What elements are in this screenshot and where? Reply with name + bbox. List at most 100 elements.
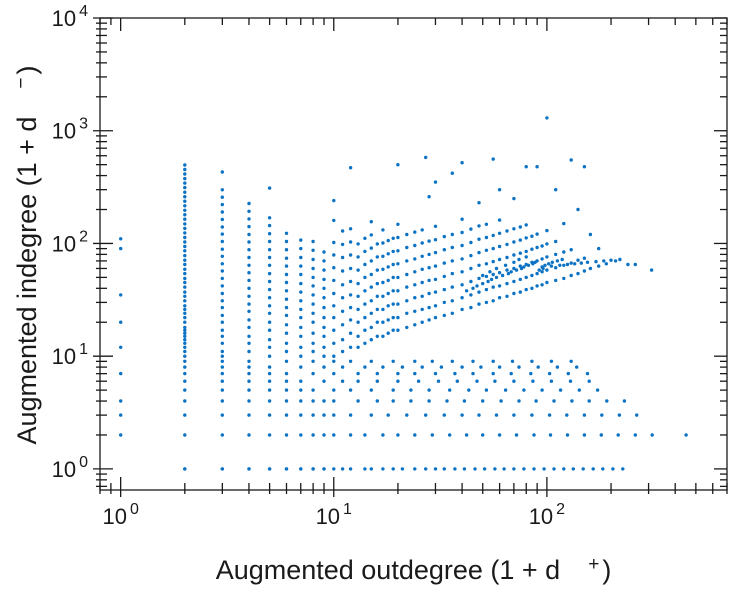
data-point (450, 285, 454, 289)
data-point (555, 259, 560, 263)
data-point (267, 311, 272, 315)
data-point (400, 467, 405, 471)
data-point (442, 467, 446, 471)
data-point (220, 217, 224, 222)
data-point (375, 268, 379, 272)
data-point (524, 165, 528, 169)
data-point (332, 253, 336, 257)
data-point (467, 388, 471, 392)
data-point (484, 262, 489, 266)
data-point (299, 334, 303, 338)
data-point (554, 239, 558, 244)
data-point (322, 268, 326, 272)
data-point (267, 365, 272, 369)
data-point (220, 313, 224, 318)
data-point (322, 296, 326, 300)
data-point (356, 307, 360, 312)
y-tick-label: 10 3 (52, 116, 88, 144)
data-point (247, 371, 251, 376)
data-point (396, 302, 400, 306)
data-point (220, 341, 224, 345)
data-point (477, 413, 481, 417)
data-point (460, 217, 464, 221)
data-point (375, 281, 379, 286)
data-point (442, 287, 446, 292)
data-point (247, 413, 251, 417)
data-point (597, 264, 601, 268)
data-point (183, 331, 187, 335)
data-point (460, 230, 464, 235)
data-point (413, 270, 417, 274)
data-point (509, 270, 513, 274)
data-point (510, 359, 515, 363)
data-point (369, 233, 373, 237)
data-point (332, 240, 336, 245)
data-point (424, 155, 428, 160)
data-point (450, 171, 454, 175)
data-point (529, 371, 533, 376)
data-point (427, 305, 431, 310)
data-point (348, 318, 353, 322)
data-point (488, 270, 492, 274)
data-point (348, 293, 353, 297)
data-point (183, 285, 187, 289)
data-point (363, 341, 367, 345)
data-point (469, 240, 473, 245)
x-tick-label: 10 1 (316, 501, 352, 529)
data-point (450, 271, 454, 276)
data-point (427, 239, 431, 243)
data-point (183, 365, 187, 369)
data-point (299, 255, 303, 260)
data-point (332, 399, 336, 403)
data-point (497, 257, 502, 262)
data-point (475, 379, 479, 383)
data-point (299, 325, 303, 330)
data-point (396, 379, 400, 383)
data-point (450, 299, 454, 303)
data-point (220, 284, 224, 288)
data-point (386, 238, 390, 243)
data-point (569, 261, 573, 265)
data-point (322, 433, 326, 437)
data-point (576, 207, 580, 212)
data-point (595, 388, 600, 392)
data-point (183, 208, 187, 212)
data-point (332, 388, 336, 392)
data-point (369, 311, 373, 315)
data-point (322, 345, 326, 349)
data-point (363, 275, 367, 280)
data-point (284, 313, 289, 318)
data-point (183, 262, 187, 267)
data-point (601, 467, 605, 471)
data-point (450, 311, 454, 315)
data-point (183, 399, 187, 403)
data-point (119, 371, 123, 376)
data-point (322, 399, 326, 403)
data-point (391, 467, 395, 471)
data-point (299, 433, 303, 437)
data-point (247, 201, 251, 206)
data-point (332, 467, 336, 471)
data-point (267, 379, 272, 383)
data-point (284, 371, 289, 376)
data-point (267, 216, 272, 220)
data-point (348, 305, 353, 310)
data-point (322, 413, 326, 417)
data-point (348, 240, 353, 244)
data-point (220, 239, 224, 244)
data-point (284, 272, 289, 277)
data-point (605, 399, 609, 403)
data-point (375, 294, 379, 298)
data-point (545, 280, 549, 285)
data-point (405, 325, 409, 330)
data-point (183, 226, 187, 231)
data-point (183, 244, 187, 249)
data-point (381, 254, 385, 258)
data-point (381, 241, 385, 245)
data-point (471, 286, 475, 290)
data-point (332, 359, 336, 363)
data-point (537, 268, 541, 272)
data-point (413, 243, 417, 248)
data-point (247, 318, 251, 322)
data-point (569, 359, 573, 363)
